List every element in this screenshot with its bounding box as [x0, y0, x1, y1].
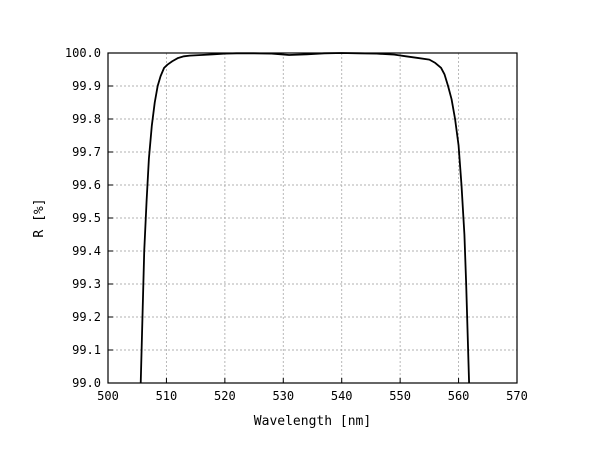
y-tick-label: 100.0: [65, 46, 101, 60]
y-tick-label: 99.3: [72, 277, 101, 291]
x-tick-label: 510: [156, 389, 178, 403]
x-tick-label: 560: [448, 389, 470, 403]
y-tick-label: 99.6: [72, 178, 101, 192]
x-tick-label: 540: [331, 389, 353, 403]
x-tick-labels: 500 510 520 530 540 550 560 570: [97, 389, 528, 403]
y-tick-label: 99.7: [72, 145, 101, 159]
series-line-reflectance: [139, 52, 470, 384]
y-tick-label: 99.9: [72, 79, 101, 93]
y-tick-label: 99.2: [72, 310, 101, 324]
x-tick-label: 570: [506, 389, 528, 403]
x-tick-label: 500: [97, 389, 119, 403]
y-tick-label: 99.5: [72, 211, 101, 225]
y-tick-label: 99.4: [72, 244, 101, 258]
x-tick-label: 520: [214, 389, 236, 403]
plot-frame: [107, 52, 518, 384]
y-tick-label: 99.1: [72, 343, 101, 357]
y-tick-label: 99.8: [72, 112, 101, 126]
x-tick-label: 530: [272, 389, 294, 403]
y-axis-title: R [%]: [32, 198, 47, 237]
y-tick-labels: 99.0 99.1 99.2 99.3 99.4 99.5 99.6 99.7 99.8 99.9…: [65, 46, 101, 390]
y-tick-label: 99.0: [72, 376, 101, 390]
grid-lines: [108, 53, 517, 383]
x-tick-label: 550: [389, 389, 411, 403]
x-axis-title: Wavelength [nm]: [254, 414, 371, 429]
